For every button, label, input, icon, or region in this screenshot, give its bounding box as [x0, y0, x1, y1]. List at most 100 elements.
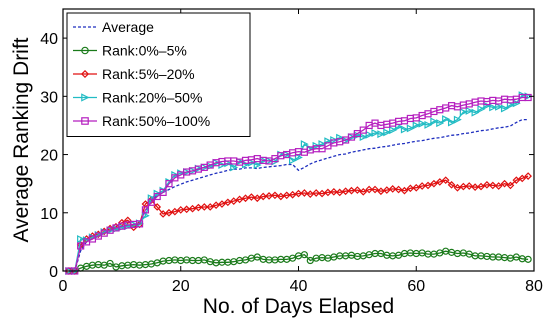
series-1	[65, 247, 532, 275]
series-4-line	[68, 96, 529, 272]
series-2-point	[382, 186, 391, 194]
series-2-point	[247, 193, 256, 201]
series-2-point	[224, 198, 232, 207]
series-2-point	[294, 189, 303, 198]
legend-label: Average	[102, 19, 154, 35]
tick-layer: 0 20 40 60 80 0 10 20 30 40	[40, 9, 543, 295]
series-2-point	[447, 180, 456, 189]
series-3-point	[489, 103, 498, 112]
series-2-point	[418, 182, 426, 190]
series-4-point	[141, 206, 150, 214]
series-2-point	[494, 182, 503, 190]
series-2-point	[430, 179, 438, 188]
series-3-point	[383, 128, 392, 137]
series-3-point	[500, 104, 509, 113]
series-3-point	[289, 156, 297, 165]
series-0-line	[68, 118, 529, 272]
series-2-point	[524, 172, 532, 180]
series-3-point	[412, 121, 421, 130]
series-3-point	[453, 115, 462, 124]
series-2-point	[235, 195, 244, 204]
series-2-point	[206, 203, 215, 211]
y-axis-label: Average Ranking Drift	[10, 37, 33, 242]
series-2-point	[483, 180, 491, 189]
series-3-point	[230, 163, 239, 172]
series-4-point	[77, 242, 85, 250]
series-3-point	[506, 101, 515, 110]
series-4-point	[159, 188, 167, 196]
series-layer	[65, 91, 533, 275]
y-tick-label: 40	[40, 31, 58, 48]
series-3-point	[495, 102, 504, 111]
series-4-point	[165, 180, 173, 188]
series-2-point	[194, 203, 203, 212]
y-tick-label: 30	[40, 89, 58, 106]
series-3-point	[430, 117, 439, 126]
series-2-point	[506, 181, 515, 190]
series-3-point	[447, 118, 456, 127]
series-2-point	[188, 204, 197, 213]
legend-entry-0: Average	[73, 19, 154, 35]
series-3-point	[436, 119, 445, 128]
series-2-point	[271, 191, 279, 200]
series-3-point	[365, 130, 374, 139]
series-2-point	[123, 216, 132, 225]
legend-entry-2: Rank:5%–20%	[73, 66, 195, 82]
legend-swatch-marker	[81, 93, 90, 102]
x-tick-label: 80	[525, 278, 543, 295]
series-2-point	[488, 181, 497, 190]
series-3-line	[68, 94, 529, 272]
series-2-point	[371, 185, 379, 194]
series-2-point	[435, 178, 444, 186]
series-2-point	[159, 210, 167, 218]
series-2-point	[282, 191, 291, 200]
series-2-point	[259, 192, 268, 201]
series-2-point	[459, 182, 468, 191]
series-1-line	[68, 250, 529, 272]
series-3-point	[442, 115, 451, 124]
series-2-point	[500, 179, 509, 188]
series-2-point	[329, 187, 338, 196]
series-4	[65, 93, 532, 275]
series-4-point	[153, 192, 161, 201]
series-2-point	[306, 190, 315, 198]
series-2-point	[359, 187, 368, 196]
series-3-point	[300, 140, 309, 149]
y-tick-label: 0	[49, 264, 58, 281]
series-4-point	[147, 198, 155, 206]
legend-label: Rank:5%–20%	[102, 66, 195, 82]
series-4-point	[524, 93, 532, 102]
x-axis-label: No. of Days Elapsed	[203, 295, 394, 318]
series-3-point	[253, 161, 262, 170]
series-1-point	[306, 256, 314, 265]
series-1-point	[253, 253, 261, 261]
legend-swatch-marker	[81, 117, 89, 125]
legend-entry-1: Rank:0%–5%	[73, 43, 187, 59]
series-2-point	[229, 197, 238, 205]
series-2-point	[400, 186, 409, 195]
series-3-point	[424, 120, 433, 129]
series-1-point	[524, 255, 532, 263]
series-2-point	[182, 205, 191, 214]
series-2-point	[365, 185, 373, 194]
series-2-point	[212, 201, 220, 210]
series-3-point	[389, 126, 398, 135]
legend-label: Rank:50%–100%	[102, 113, 210, 129]
series-2-point	[335, 188, 344, 197]
series-2-point	[518, 174, 527, 183]
series-2-point	[388, 185, 397, 193]
series-2-point	[265, 192, 273, 200]
series-2-point	[288, 190, 297, 199]
series-2-point	[171, 207, 179, 216]
series-2-point	[477, 182, 485, 191]
series-2-point	[406, 184, 415, 193]
legend-entry-4: Rank:50%–100%	[73, 113, 210, 129]
series-2-point	[324, 188, 332, 197]
legend-label: Rank:20%–50%	[102, 90, 202, 106]
series-2-point	[394, 185, 403, 194]
series-2-point	[300, 189, 309, 197]
series-2-point	[200, 203, 209, 211]
series-3-point	[418, 119, 427, 128]
legend: Average Rank:0%–5% Rank:5%–20% Rank:20%–50%…	[66, 12, 251, 137]
